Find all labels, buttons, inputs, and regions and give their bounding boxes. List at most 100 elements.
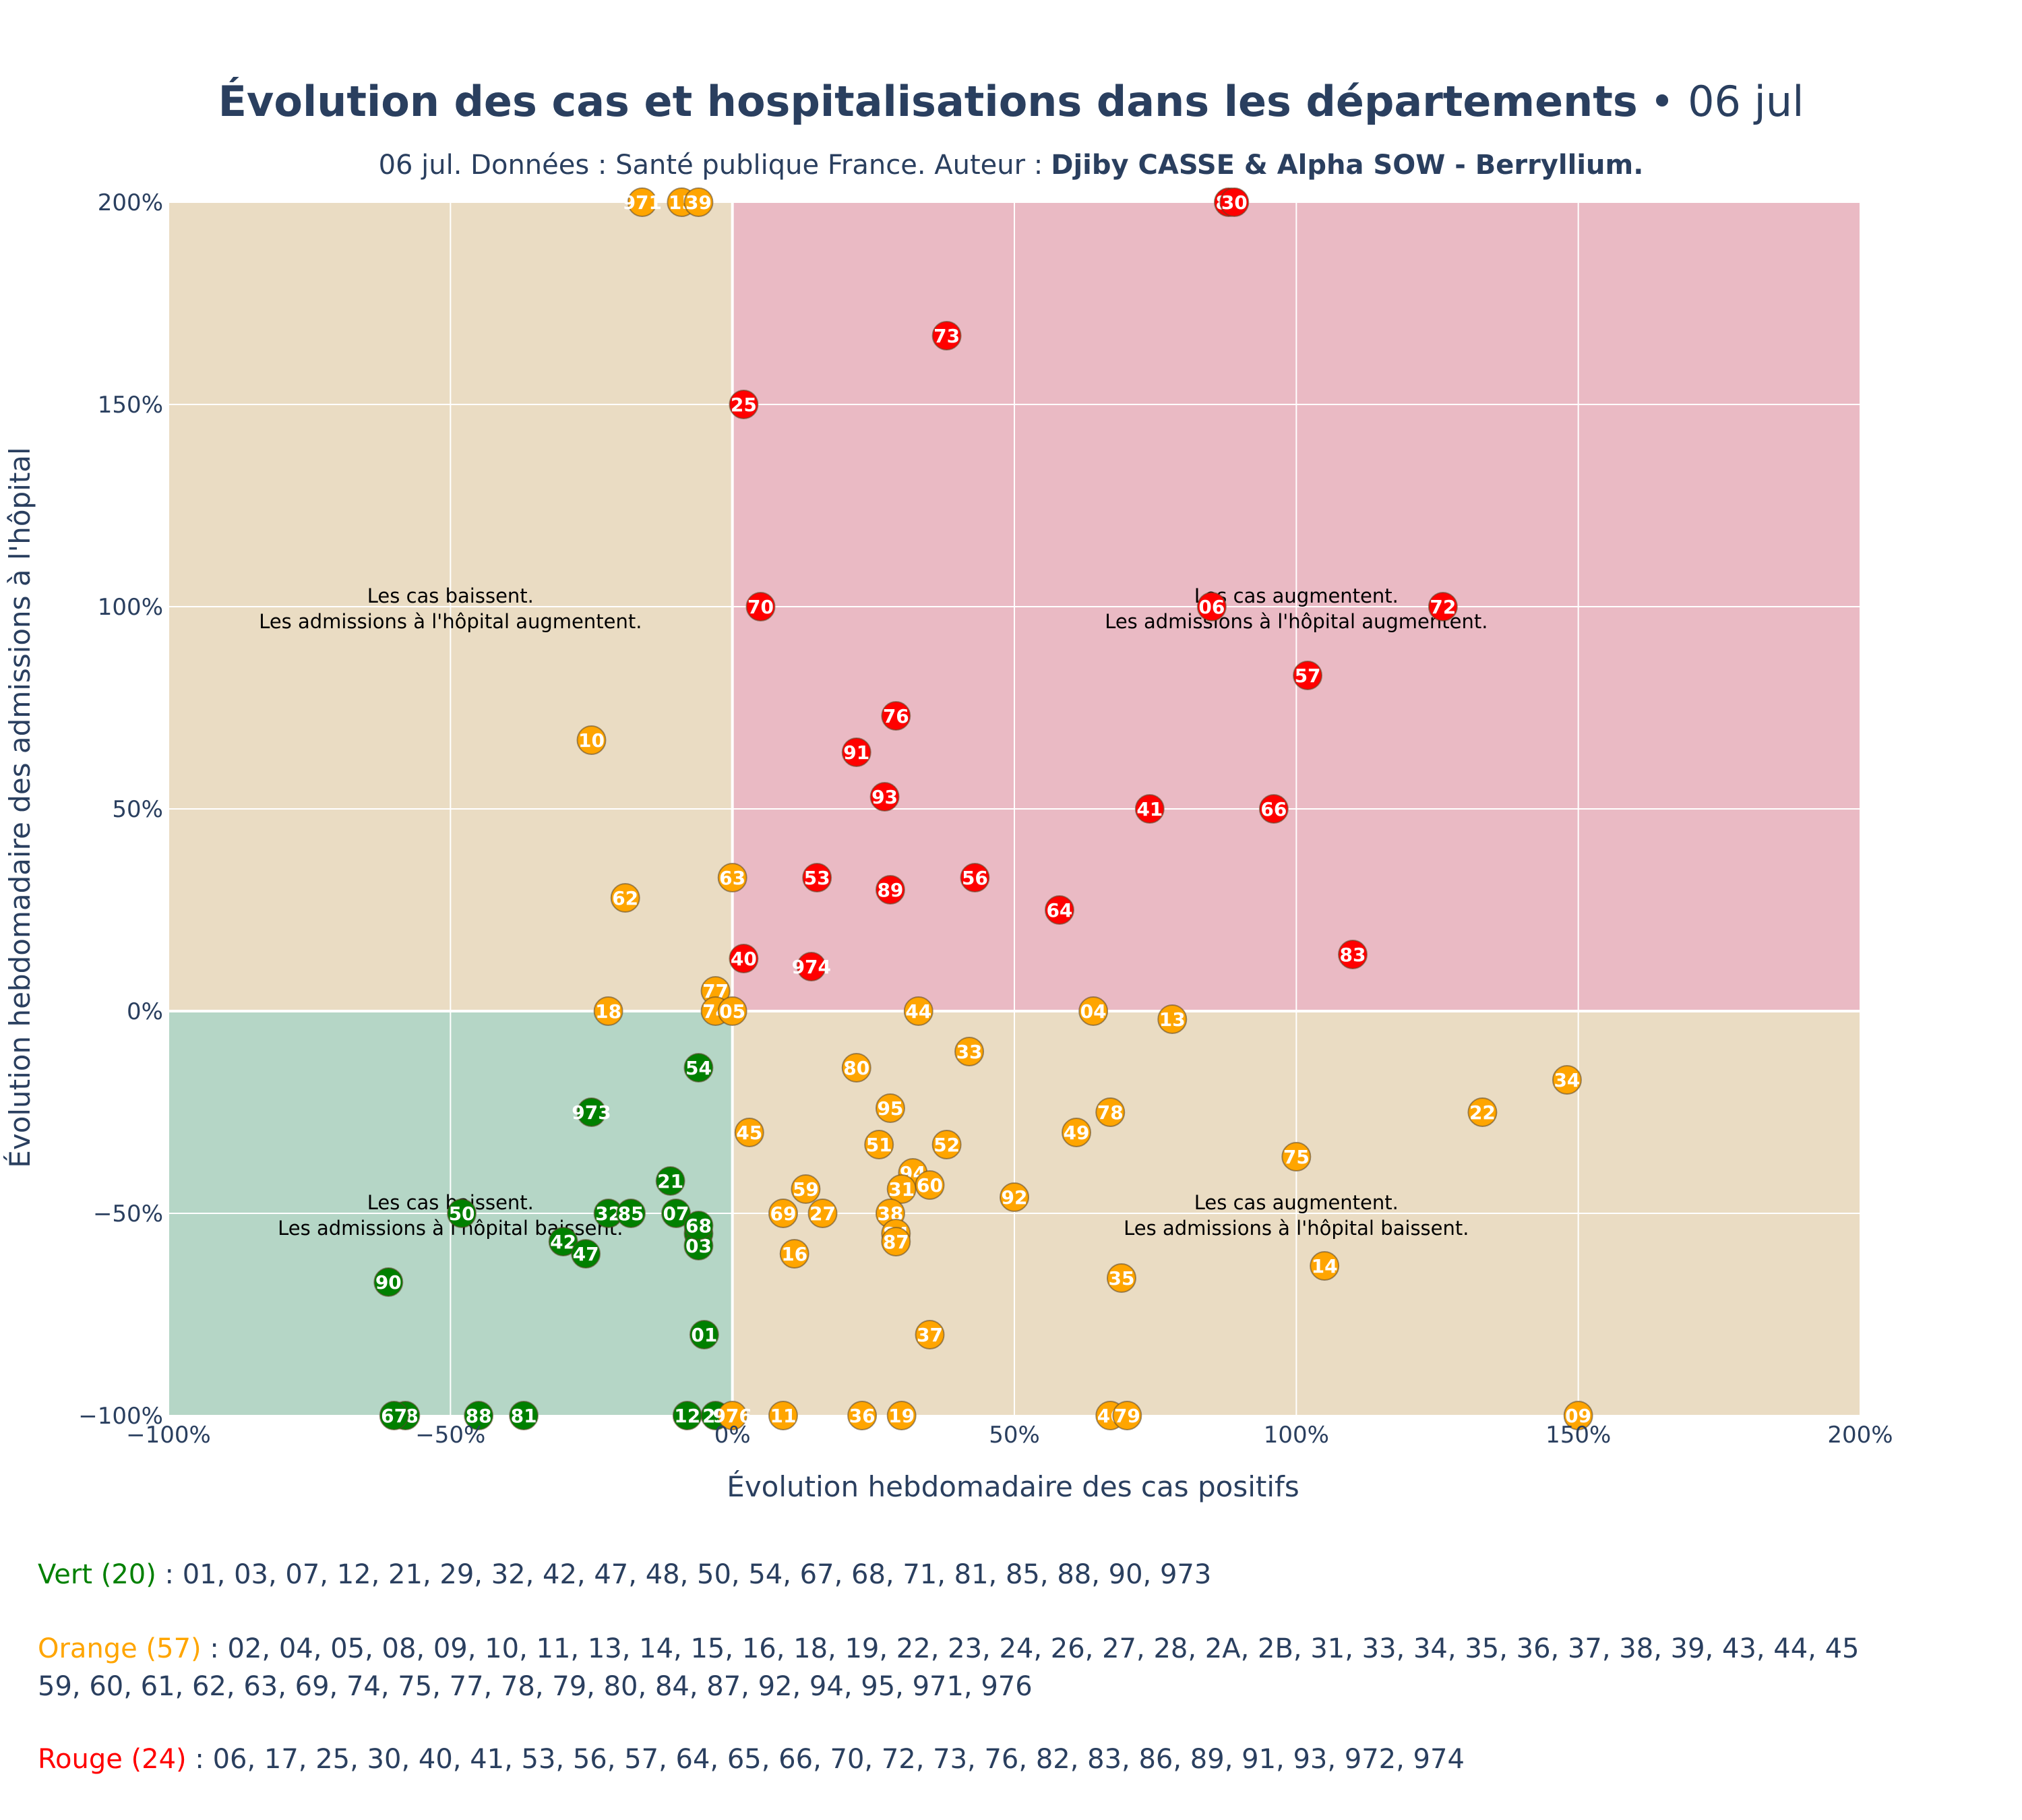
point-marker: [931, 321, 962, 351]
point-label: 53: [804, 867, 830, 889]
point-label: 90: [375, 1271, 402, 1294]
point-label: 57: [1295, 665, 1321, 687]
x-tick-label: 50%: [989, 1422, 1040, 1449]
point-label: 25: [731, 394, 757, 416]
point-69: 69: [768, 1199, 798, 1228]
point-72: 72: [1428, 592, 1458, 621]
point-54: 54: [683, 1053, 714, 1083]
point-marker: [796, 952, 826, 981]
legend-orange-list: : 02, 04, 05, 08, 09, 10, 11, 13, 14, 15…: [201, 1633, 1860, 1664]
point-52: 52: [931, 1130, 962, 1159]
point-marker: [379, 1401, 409, 1430]
point-07: 07: [661, 1199, 691, 1228]
point-marker: [1196, 592, 1227, 621]
legend-vert: Vert (20) : 01, 03, 07, 12, 21, 29, 32, …: [38, 1557, 1211, 1592]
point-label: 09: [1565, 1405, 1591, 1427]
legend-rouge: Rouge (24) : 06, 17, 25, 30, 40, 41, 53,…: [38, 1742, 1465, 1777]
point-label: 30: [1221, 191, 1248, 214]
point-label: 18: [595, 1000, 621, 1023]
point-marker: [864, 1130, 894, 1159]
point-92: 92: [1000, 1182, 1029, 1212]
point-27: 27: [807, 1199, 838, 1228]
point-marker: [717, 996, 747, 1026]
point-80: 80: [841, 1053, 871, 1083]
point-01: 01: [689, 1320, 719, 1349]
point-label: 11: [770, 1405, 796, 1427]
point-label: 40: [731, 948, 757, 970]
point-976: 976: [712, 1401, 752, 1430]
point-10: 10: [576, 725, 607, 755]
legend-orange-continued: 59, 60, 61, 62, 63, 69, 74, 75, 77, 78, …: [38, 1669, 1033, 1704]
point-25: 25: [729, 390, 759, 419]
point-marker: [875, 875, 905, 905]
point-marker: [1157, 1004, 1188, 1034]
point-label: 47: [573, 1243, 599, 1265]
point-label: 16: [781, 1243, 807, 1265]
point-label: 75: [1283, 1146, 1310, 1168]
point-09: 09: [1563, 1401, 1593, 1430]
point-label: 79: [1114, 1405, 1140, 1427]
chart-title: Évolution des cas et hospitalisations da…: [218, 77, 1804, 126]
point-79: 79: [1112, 1401, 1142, 1430]
point-marker: [869, 782, 900, 812]
point-06: 06: [1196, 592, 1227, 621]
point-label: 06: [1198, 596, 1225, 618]
point-label: 54: [685, 1057, 712, 1079]
point-marker: [447, 1199, 477, 1228]
point-label: 22: [1469, 1101, 1496, 1124]
point-label: 83: [1340, 944, 1366, 966]
legend-vert-list: : 01, 03, 07, 12, 21, 29, 32, 42, 47, 48…: [156, 1559, 1212, 1590]
point-marker: [1095, 1097, 1126, 1127]
point-51: 51: [864, 1130, 894, 1159]
point-50: 50: [447, 1199, 477, 1228]
point-label: 72: [1430, 596, 1456, 618]
point-41: 41: [1134, 794, 1165, 824]
point-33: 33: [954, 1037, 985, 1066]
point-label: 976: [712, 1405, 752, 1427]
point-marker: [1078, 996, 1109, 1026]
y-tick-label: 50%: [112, 796, 163, 823]
point-62: 62: [610, 883, 640, 913]
point-marker: [689, 1320, 719, 1349]
point-90: 90: [373, 1267, 404, 1297]
point-95: 95: [875, 1093, 905, 1123]
quadrant-annotation: Les cas augmentent.: [1194, 584, 1399, 607]
point-04: 04: [1078, 996, 1109, 1026]
point-70: 70: [745, 592, 776, 621]
quadrant-annotation: Les admissions à l'hôpital baissent.: [1124, 1217, 1469, 1240]
y-tick-label: 100%: [98, 594, 163, 621]
point-marker: [593, 996, 623, 1026]
legend-orange-list-2: 59, 60, 61, 62, 63, 69, 74, 75, 77, 78, …: [38, 1671, 1033, 1702]
point-marker: [1000, 1182, 1029, 1212]
point-36: 36: [847, 1401, 878, 1430]
point-label: 34: [1554, 1069, 1580, 1091]
x-tick-label: 200%: [1827, 1422, 1893, 1449]
point-label: 05: [719, 1000, 745, 1023]
point-63: 63: [717, 863, 747, 892]
point-marker: [841, 737, 871, 767]
point-35: 35: [1106, 1263, 1136, 1293]
point-marker: [745, 592, 776, 621]
point-marker: [683, 1053, 714, 1083]
point-47: 47: [571, 1239, 601, 1269]
point-marker: [1428, 592, 1458, 621]
point-marker: [1338, 940, 1368, 969]
point-66: 66: [1258, 794, 1289, 824]
point-22: 22: [1467, 1097, 1498, 1127]
point-marker: [768, 1401, 798, 1430]
point-label: 974: [792, 956, 831, 978]
point-marker: [576, 1097, 607, 1127]
x-tick-label: −50%: [415, 1422, 485, 1449]
legend-rouge-label: Rouge (24): [38, 1744, 187, 1775]
point-39: 39: [683, 187, 714, 217]
point-label: 93: [871, 786, 898, 808]
point-marker: [729, 390, 759, 419]
point-marker: [915, 1170, 945, 1200]
point-marker: [881, 1227, 911, 1256]
point-marker: [509, 1401, 539, 1430]
point-68: 68: [683, 1211, 714, 1240]
point-marker: [886, 1401, 917, 1430]
point-05: 05: [717, 996, 747, 1026]
point-label: 89: [877, 879, 903, 901]
